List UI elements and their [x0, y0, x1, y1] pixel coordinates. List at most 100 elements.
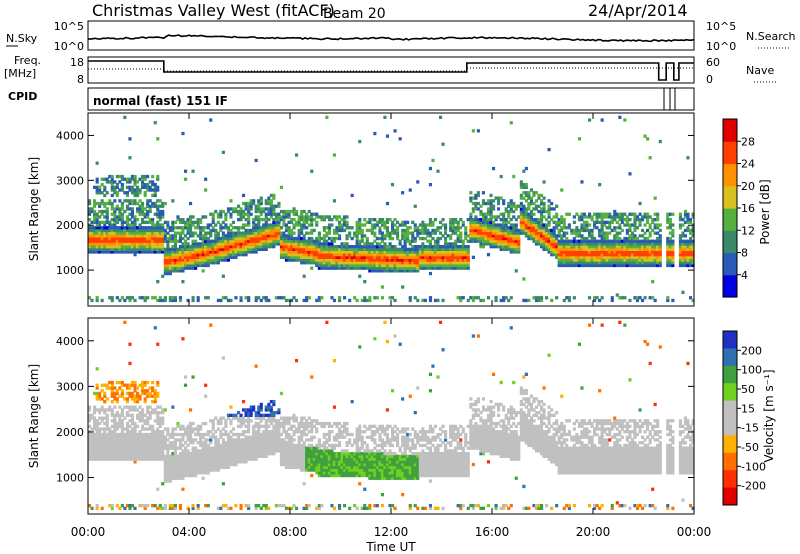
power-cell — [416, 258, 420, 262]
power-cell — [411, 253, 415, 257]
power-cell — [426, 266, 430, 270]
velocity-cell — [199, 443, 203, 448]
velocity-cell — [153, 419, 157, 423]
power-cell — [464, 245, 468, 249]
power-cell — [567, 212, 571, 216]
velocity-cell — [88, 416, 92, 420]
power-cell — [436, 242, 440, 246]
power-cell — [542, 247, 546, 251]
power-cell — [610, 250, 614, 254]
power-cell — [396, 250, 400, 254]
power-cell — [158, 209, 162, 214]
power-cell — [163, 271, 167, 276]
power-cell — [189, 250, 193, 254]
power-cell — [373, 255, 377, 259]
power-cell — [545, 239, 549, 243]
power-cell — [479, 223, 483, 227]
power-cell — [610, 245, 614, 249]
power-cell — [110, 231, 114, 235]
velocity-cell — [138, 446, 142, 450]
power-cell — [171, 253, 175, 257]
power-cell — [284, 236, 289, 241]
power-cell — [234, 226, 238, 230]
power-cell — [572, 239, 576, 243]
power-cell — [300, 258, 304, 262]
power-cell — [658, 239, 662, 243]
power-cell — [671, 234, 675, 238]
power-cell — [257, 296, 261, 300]
power-cell — [646, 242, 650, 246]
velocity-cell — [123, 443, 127, 448]
power-cell — [317, 236, 321, 241]
power-cell — [540, 212, 544, 216]
power-cell — [423, 228, 427, 233]
power-cell — [638, 263, 642, 268]
power-cell — [436, 255, 440, 259]
power-cell — [358, 253, 362, 257]
power-cell — [418, 253, 422, 257]
velocity-cell — [191, 375, 195, 379]
power-cell — [184, 177, 188, 181]
power-cell — [678, 212, 683, 216]
velocity-cell — [123, 435, 127, 439]
power-cell — [532, 223, 536, 227]
power-cell — [95, 212, 99, 216]
velocity-cell — [118, 419, 122, 423]
power-cell — [332, 236, 337, 241]
power-cell — [380, 253, 385, 257]
power-cell — [375, 258, 379, 262]
velocity-cell — [186, 427, 190, 431]
velocity-cell — [105, 432, 109, 437]
velocity-cell — [130, 438, 135, 442]
velocity-cell — [151, 435, 155, 439]
power-cell — [302, 255, 306, 259]
velocity-cell — [103, 416, 107, 420]
velocity-cell — [100, 446, 104, 450]
velocity-cell — [130, 427, 135, 431]
power-cell — [221, 250, 225, 254]
velocity-cell — [100, 452, 104, 456]
power-cell — [171, 234, 175, 238]
power-cell — [466, 261, 470, 265]
power-cell — [433, 266, 438, 270]
power-cell — [433, 247, 438, 251]
velocity-cell — [120, 389, 124, 393]
power-cell — [671, 263, 675, 268]
power-cell — [595, 258, 599, 262]
power-cell — [403, 247, 407, 251]
power-cell — [459, 226, 463, 230]
power-cell — [552, 250, 556, 254]
power-cell — [444, 250, 448, 254]
power-cell — [628, 218, 632, 222]
power-colorbar-tick: 16 — [741, 202, 755, 215]
velocity-cell — [120, 446, 124, 450]
velocity-cell — [153, 411, 157, 415]
power-cell — [635, 236, 640, 241]
power-cell — [494, 226, 498, 230]
power-cell — [163, 220, 167, 224]
power-cell — [408, 255, 412, 259]
power-cell — [380, 236, 385, 241]
power-cell — [335, 245, 339, 249]
power-cell — [211, 255, 215, 259]
power-cell — [161, 201, 165, 206]
power-cell — [441, 261, 445, 265]
power-cell — [646, 258, 650, 262]
power-cell — [633, 250, 637, 254]
power-cell — [383, 236, 387, 241]
power-cell — [628, 245, 632, 249]
velocity-cell — [178, 427, 183, 431]
power-cell — [325, 253, 329, 257]
power-cell — [128, 185, 132, 189]
power-cell — [582, 253, 587, 257]
power-cell — [560, 220, 564, 224]
velocity-cell — [178, 441, 183, 445]
power-cell — [540, 218, 544, 222]
power-cell — [668, 263, 672, 268]
power-cell — [146, 245, 150, 249]
power-cell — [355, 258, 359, 262]
power-cell — [264, 207, 268, 211]
power-cell — [295, 298, 299, 303]
power-cell — [141, 296, 145, 300]
power-cell — [138, 188, 142, 192]
